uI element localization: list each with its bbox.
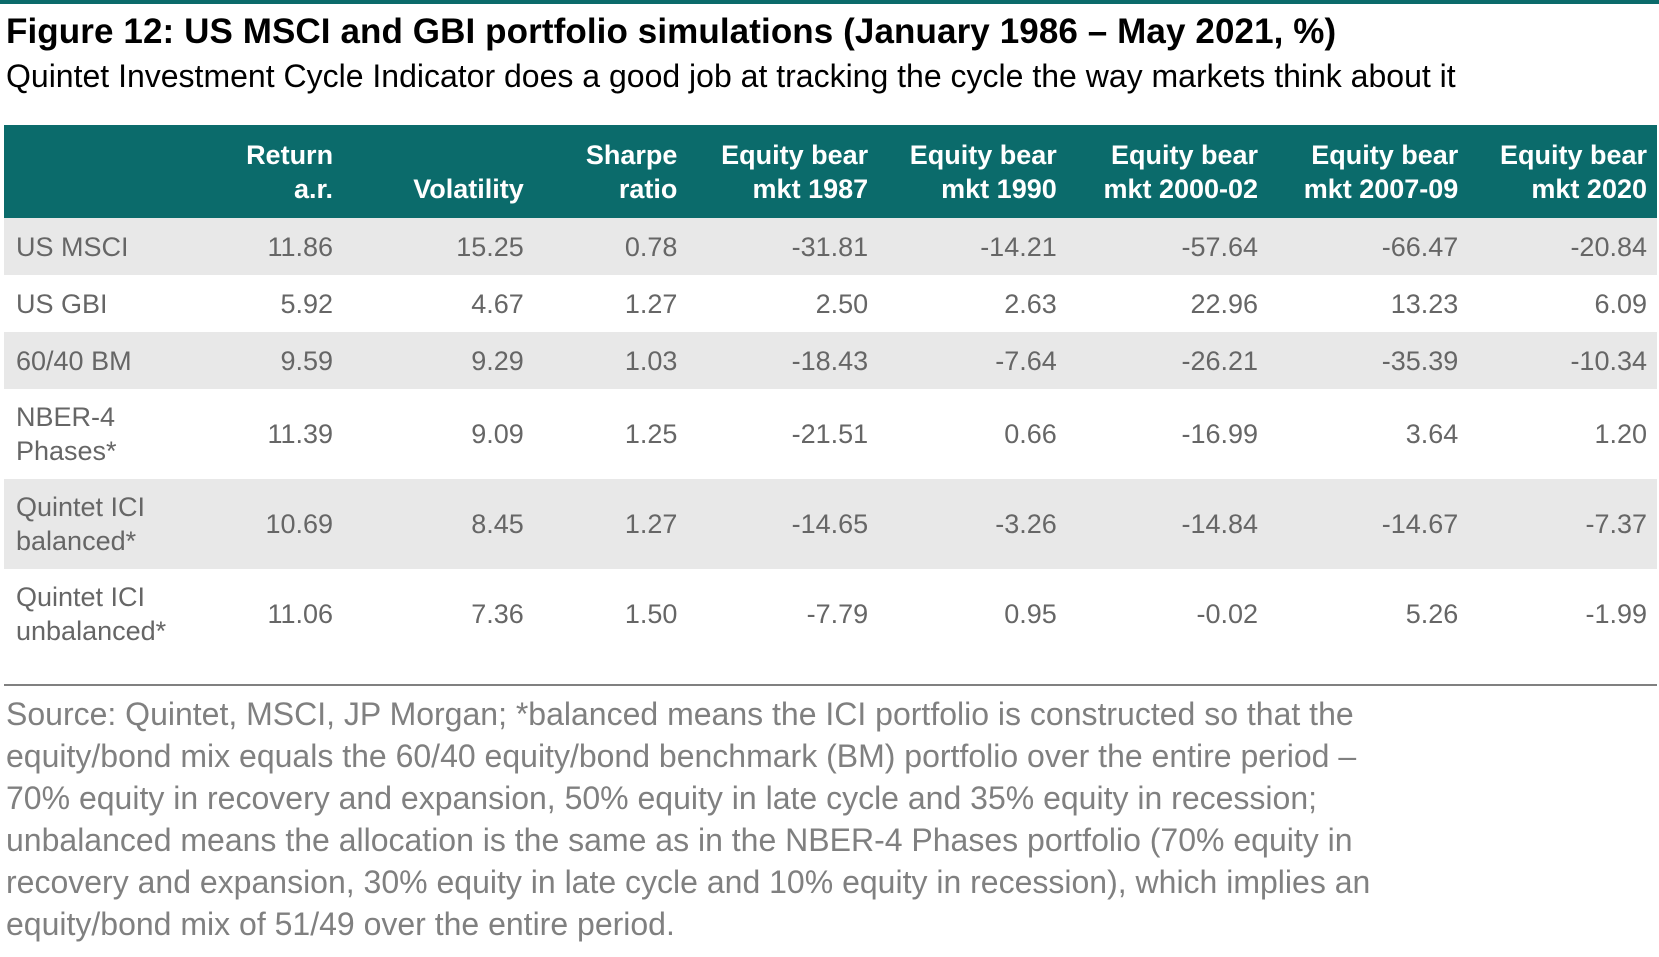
row-label: US MSCI (4, 218, 222, 275)
cell-bear-2007-09: -66.47 (1268, 218, 1469, 275)
cell-return: 5.92 (221, 275, 344, 332)
header-cell-label (4, 125, 222, 218)
cell-bear-2020: -1.99 (1468, 569, 1657, 659)
table-row: US MSCI 11.86 15.25 0.78 -31.81 -14.21 -… (4, 218, 1657, 275)
row-label: US GBI (4, 275, 222, 332)
table-row: US GBI 5.92 4.67 1.27 2.50 2.63 22.96 13… (4, 275, 1657, 332)
cell-bear-1987: 2.50 (687, 275, 879, 332)
cell-bear-2000-02: -26.21 (1066, 332, 1269, 389)
cell-bear-1990: -7.64 (878, 332, 1067, 389)
cell-bear-2020: 1.20 (1468, 389, 1657, 479)
cell-bear-1990: -3.26 (878, 479, 1067, 569)
top-rule (0, 0, 1659, 4)
source-line: equity/bond mix of 51/49 over the entire… (6, 906, 675, 942)
cell-bear-2020: -7.37 (1468, 479, 1657, 569)
header-cell-sharpe: Sharpe ratio (533, 125, 688, 218)
cell-bear-2020: 6.09 (1468, 275, 1657, 332)
cell-volatility: 9.29 (343, 332, 534, 389)
cell-sharpe: 1.03 (533, 332, 688, 389)
cell-bear-2000-02: -16.99 (1066, 389, 1269, 479)
source-line: recovery and expansion, 30% equity in la… (6, 864, 1371, 900)
row-label: Quintet ICI unbalanced* (4, 569, 222, 659)
cell-return: 11.86 (221, 218, 344, 275)
cell-bear-1987: -18.43 (687, 332, 879, 389)
cell-bear-2000-02: -0.02 (1066, 569, 1269, 659)
cell-bear-2007-09: -35.39 (1268, 332, 1469, 389)
table-row: Quintet ICI unbalanced* 11.06 7.36 1.50 -… (4, 569, 1657, 659)
cell-bear-2000-02: 22.96 (1066, 275, 1269, 332)
cell-volatility: 8.45 (343, 479, 534, 569)
row-label: 60/40 BM (4, 332, 222, 389)
cell-bear-2007-09: -14.67 (1268, 479, 1469, 569)
cell-volatility: 7.36 (343, 569, 534, 659)
figure-subtitle: Quintet Investment Cycle Indicator does … (6, 58, 1456, 94)
header-cell-bear-2000-02: Equity bear mkt 2000-02 (1066, 125, 1269, 218)
header-cell-bear-1990: Equity bear mkt 1990 (878, 125, 1067, 218)
cell-bear-2007-09: 3.64 (1268, 389, 1469, 479)
cell-sharpe: 1.25 (533, 389, 688, 479)
cell-bear-2000-02: -57.64 (1066, 218, 1269, 275)
table-row: NBER-4 Phases* 11.39 9.09 1.25 -21.51 0.6… (4, 389, 1657, 479)
cell-sharpe: 1.27 (533, 479, 688, 569)
cell-bear-2007-09: 5.26 (1268, 569, 1469, 659)
source-line: 70% equity in recovery and expansion, 50… (6, 780, 1317, 816)
cell-bear-2020: -10.34 (1468, 332, 1657, 389)
cell-bear-1990: 2.63 (878, 275, 1067, 332)
cell-return: 9.59 (221, 332, 344, 389)
header-cell-bear-2020: Equity bear mkt 2020 (1468, 125, 1657, 218)
cell-volatility: 4.67 (343, 275, 534, 332)
cell-volatility: 15.25 (343, 218, 534, 275)
figure-title: Figure 12: US MSCI and GBI portfolio sim… (6, 12, 1337, 51)
row-label: Quintet ICI balanced* (4, 479, 222, 569)
cell-bear-1987: -7.79 (687, 569, 879, 659)
header-cell-return: Return a.r. (221, 125, 344, 218)
cell-bear-1987: -14.65 (687, 479, 879, 569)
cell-return: 10.69 (221, 479, 344, 569)
cell-sharpe: 1.50 (533, 569, 688, 659)
cell-bear-1990: -14.21 (878, 218, 1067, 275)
cell-bear-2007-09: 13.23 (1268, 275, 1469, 332)
table-header-row: Return a.r. Volatility Sharpe ratio Equity… (4, 125, 1657, 218)
source-line: Source: Quintet, MSCI, JP Morgan; *balan… (6, 696, 1354, 732)
cell-bear-1990: 0.66 (878, 389, 1067, 479)
cell-bear-2020: -20.84 (1468, 218, 1657, 275)
cell-return: 11.06 (221, 569, 344, 659)
simulation-table: Return a.r. Volatility Sharpe ratio Equity… (4, 125, 1657, 659)
table-row: 60/40 BM 9.59 9.29 1.03 -18.43 -7.64 -26… (4, 332, 1657, 389)
cell-bear-1990: 0.95 (878, 569, 1067, 659)
cell-sharpe: 1.27 (533, 275, 688, 332)
bottom-rule (4, 684, 1657, 686)
source-line: unbalanced means the allocation is the s… (6, 822, 1353, 858)
cell-return: 11.39 (221, 389, 344, 479)
header-cell-volatility: Volatility (343, 125, 534, 218)
header-cell-bear-1987: Equity bear mkt 1987 (687, 125, 879, 218)
source-line: equity/bond mix equals the 60/40 equity/… (6, 738, 1357, 774)
cell-sharpe: 0.78 (533, 218, 688, 275)
row-label: NBER-4 Phases* (4, 389, 222, 479)
source-note: Source: Quintet, MSCI, JP Morgan; *balan… (6, 693, 1646, 945)
cell-bear-1987: -31.81 (687, 218, 879, 275)
header-cell-bear-2007-09: Equity bear mkt 2007-09 (1268, 125, 1469, 218)
cell-bear-2000-02: -14.84 (1066, 479, 1269, 569)
table-row: Quintet ICI balanced* 10.69 8.45 1.27 -14… (4, 479, 1657, 569)
cell-bear-1987: -21.51 (687, 389, 879, 479)
cell-volatility: 9.09 (343, 389, 534, 479)
